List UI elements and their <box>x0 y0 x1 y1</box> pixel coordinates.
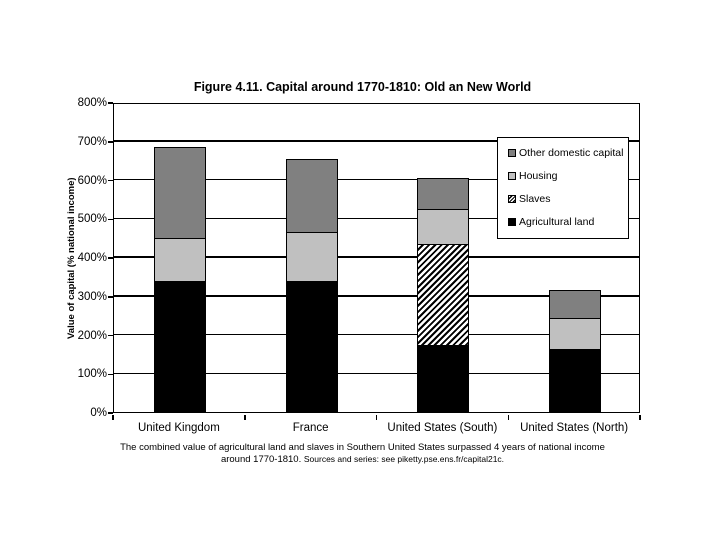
bar-segment-housing <box>417 209 470 246</box>
y-tick-label: 500% <box>77 213 107 226</box>
legend-label: Housing <box>519 170 558 182</box>
x-tick-mark <box>639 414 641 420</box>
x-tick-mark <box>375 414 378 420</box>
bar-segment-other-domestic-capital <box>417 178 470 211</box>
y-tick-mark <box>108 257 113 259</box>
x-category-label: United Kingdom <box>137 422 220 434</box>
bar-segment-housing <box>153 238 206 283</box>
y-tick-mark <box>108 179 113 182</box>
y-tick-label: 200% <box>77 329 107 342</box>
gridline-700 <box>114 140 639 142</box>
y-tick-mark <box>108 373 113 375</box>
gridline-200 <box>114 333 639 336</box>
bar-segment-other-domestic-capital <box>285 158 338 234</box>
y-tick-mark <box>108 412 113 414</box>
legend-marker <box>508 218 516 226</box>
bar-segment-agricultural-land <box>285 280 338 412</box>
caption-line-1: The combined value of agricultural land … <box>120 442 605 453</box>
bar-segment-agricultural-land <box>153 280 206 412</box>
x-category-label: France <box>292 422 329 434</box>
x-tick-mark <box>244 414 246 420</box>
x-tick-mark <box>112 414 114 420</box>
caption: The combined value of agricultural land … <box>60 442 665 465</box>
caption-line-2-text: around 1770-1810. <box>220 454 302 465</box>
gridline-300 <box>114 295 639 297</box>
x-tick-mark <box>507 414 509 420</box>
y-tick-mark <box>108 102 113 104</box>
legend-label: Other domestic capital <box>519 147 624 159</box>
y-tick-label: 600% <box>77 174 107 187</box>
bar-united-states-south <box>417 178 470 412</box>
legend-label: Slaves <box>519 193 551 205</box>
legend-marker <box>508 195 516 203</box>
x-category-label: United States (North) <box>520 422 629 434</box>
y-tick-label: 100% <box>77 368 107 381</box>
legend-item-agricultural-land: Agricultural land <box>508 216 622 228</box>
gridline-400 <box>114 256 639 258</box>
bar-segment-agricultural-land <box>549 348 602 412</box>
y-tick-mark <box>108 218 113 220</box>
legend: Other domestic capital Housing Slaves Agric… <box>497 137 629 239</box>
chart-title: Figure 4.11. Capital around 1770-1810: O… <box>193 80 532 94</box>
bar-united-kingdom <box>153 147 206 412</box>
bar-segment-agricultural-land <box>417 344 470 412</box>
legend-marker <box>508 149 516 157</box>
bar-segment-housing <box>285 232 338 283</box>
caption-line-2: around 1770-1810. Sources and series: se… <box>60 454 665 465</box>
legend-item-slaves: Slaves <box>508 193 622 205</box>
bar-segment-other-domestic-capital <box>549 290 602 319</box>
gridline-600 <box>114 178 639 181</box>
bar-france <box>285 158 338 412</box>
figure-container: Figure 4.11. Capital around 1770-1810: O… <box>60 75 665 475</box>
y-tick-label: 300% <box>77 290 107 303</box>
legend-item-other-domestic-capital: Other domestic capital <box>508 147 624 159</box>
legend-marker <box>508 172 516 180</box>
gridline-100 <box>114 372 639 374</box>
bar-segment-slaves <box>417 243 470 347</box>
y-tick-mark <box>108 141 113 143</box>
gridline-500 <box>114 217 639 219</box>
x-category-label: United States (South) <box>387 422 498 434</box>
legend-item-housing: Housing <box>508 170 622 182</box>
y-tick-label: 0% <box>90 407 107 419</box>
y-tick-mark <box>108 334 113 337</box>
caption-source-note: Sources and series: see piketty.pse.ens.… <box>303 454 505 464</box>
y-tick-label: 400% <box>77 252 107 264</box>
bar-united-states-north <box>549 290 602 412</box>
bar-segment-housing <box>549 317 602 350</box>
y-tick-label: 800% <box>77 97 107 109</box>
y-tick-mark <box>108 296 113 298</box>
legend-label: Agricultural land <box>519 216 595 228</box>
bar-segment-other-domestic-capital <box>153 147 206 240</box>
y-tick-label: 700% <box>77 135 107 148</box>
